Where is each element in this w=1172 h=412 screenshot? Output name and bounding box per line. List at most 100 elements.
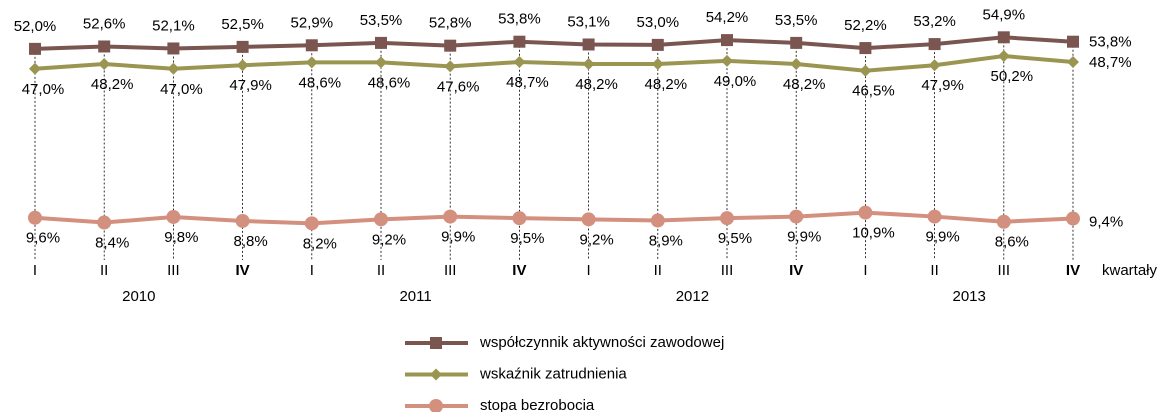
legend-marker [429, 399, 443, 412]
data-label: 52,6% [83, 15, 126, 32]
data-label: 48,2% [783, 76, 826, 93]
data-label: 9,9% [441, 229, 475, 246]
data-point [651, 38, 664, 51]
data-point [374, 212, 388, 227]
legend-label: wskaźnik zatrudnienia [479, 365, 627, 382]
data-label: 50,2% [991, 68, 1034, 85]
data-point [98, 58, 111, 71]
data-point [167, 42, 180, 55]
x-tick-label: I [33, 262, 37, 279]
data-point [789, 209, 804, 224]
x-tick-label: III [721, 262, 734, 279]
data-point [167, 62, 180, 75]
x-tick-label: II [377, 262, 385, 279]
data-point [443, 209, 458, 224]
data-point [28, 210, 42, 225]
data-point [997, 31, 1010, 44]
data-label: 52,8% [429, 15, 472, 32]
data-point [859, 64, 872, 77]
data-point [98, 40, 111, 53]
data-label: 54,2% [706, 9, 749, 26]
series-line [34, 210, 1074, 226]
x-axis-label: kwartały [1102, 262, 1158, 279]
data-point [513, 35, 526, 48]
data-label: 48,7% [1089, 54, 1132, 71]
x-tick-label: III [167, 262, 180, 279]
data-label: 10,9% [852, 225, 895, 242]
data-label: 9,5% [510, 230, 544, 247]
x-tick-label: I [310, 262, 314, 279]
data-point [236, 59, 249, 72]
data-label: 48,2% [575, 76, 618, 93]
data-label: 8,8% [233, 233, 267, 250]
data-label: 52,0% [14, 18, 57, 35]
data-label: 54,9% [983, 6, 1026, 23]
data-label: 47,0% [22, 81, 65, 98]
data-label: 9,4% [1089, 214, 1123, 231]
data-point [721, 54, 733, 67]
data-point [1067, 56, 1079, 69]
data-point [582, 38, 595, 51]
year-label: 2012 [676, 288, 709, 305]
data-point [375, 36, 387, 49]
data-point [444, 39, 457, 52]
legend-marker [430, 337, 442, 349]
x-tick-label: II [930, 262, 938, 279]
data-point [305, 39, 318, 52]
data-point [790, 36, 803, 49]
year-label: 2011 [399, 288, 431, 305]
x-tick-label: III [444, 262, 457, 279]
data-label: 9,2% [372, 231, 406, 248]
data-label: 53,5% [775, 12, 818, 29]
data-point [1067, 35, 1079, 48]
data-label: 9,9% [787, 229, 821, 246]
series-line [34, 54, 1074, 73]
data-point [582, 58, 595, 71]
data-point [650, 213, 665, 228]
data-point [513, 56, 526, 69]
data-point [790, 58, 803, 71]
data-point [1066, 211, 1080, 226]
data-label: 9,6% [26, 230, 60, 247]
legend-marker [430, 368, 442, 381]
data-label: 46,5% [852, 83, 895, 100]
data-point [304, 216, 319, 231]
data-point [581, 212, 596, 227]
data-point [721, 34, 733, 47]
data-label: 48,6% [368, 74, 411, 91]
data-label: 8,6% [995, 234, 1029, 251]
legend-label: współczynnik aktywności zawodowej [479, 334, 724, 351]
data-point [97, 215, 112, 230]
year-label: 2010 [122, 288, 155, 305]
data-point [305, 56, 318, 69]
data-label: 8,2% [303, 235, 337, 252]
data-label: 52,5% [221, 16, 264, 33]
data-label: 8,9% [649, 233, 683, 250]
x-tick-label: IV [512, 262, 526, 279]
data-label: 47,6% [437, 78, 480, 95]
data-label: 53,5% [360, 12, 403, 29]
data-point [166, 209, 181, 224]
x-tick-label: II [654, 262, 662, 279]
data-point [928, 59, 941, 72]
data-point [29, 62, 41, 75]
data-point [859, 42, 872, 55]
x-tick-label: I [587, 262, 591, 279]
x-tick-label: IV [789, 262, 803, 279]
data-point [444, 60, 457, 73]
data-point [651, 58, 664, 71]
x-tick-label: IV [236, 262, 250, 279]
data-label: 49,0% [714, 73, 757, 90]
data-label: 9,5% [718, 230, 752, 247]
data-label: 53,8% [1089, 34, 1132, 51]
data-point [29, 42, 41, 55]
data-point [858, 205, 873, 220]
series-line [34, 35, 1074, 51]
data-label: 52,2% [844, 17, 887, 34]
data-point [375, 56, 387, 69]
data-label: 8,4% [95, 235, 129, 252]
x-tick-label: I [863, 262, 867, 279]
x-tick-label: II [100, 262, 108, 279]
data-point [235, 213, 250, 228]
